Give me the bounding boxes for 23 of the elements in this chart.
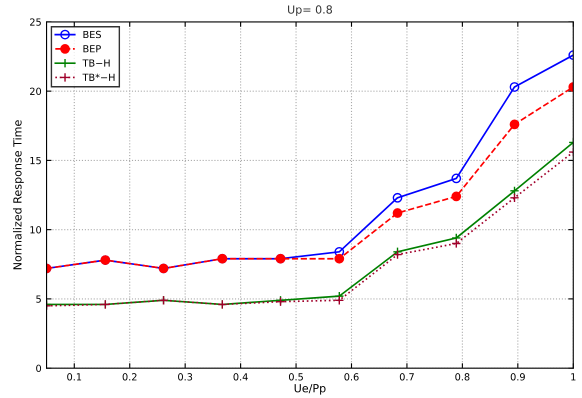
x-tick-label: 0.6: [344, 373, 359, 381]
x-tick-label: 0.8: [455, 373, 470, 381]
legend-label: TB−H: [82, 59, 110, 67]
y-tick-label: 10: [30, 226, 42, 234]
x-tick-label: 1: [571, 373, 576, 380]
y-tick-label: 5: [36, 296, 41, 303]
x-tick-label: 0.3: [178, 373, 192, 381]
x-tick-label: 0.5: [288, 373, 303, 381]
legend-label: TB*−H: [82, 74, 115, 81]
y-tick-label: 0: [36, 364, 42, 372]
y-tick-label: 15: [30, 157, 41, 164]
x-axis-title: Ue/Pp: [294, 384, 326, 395]
x-tick-label: 0.4: [234, 373, 248, 381]
x-tick-label: 0.2: [122, 373, 136, 381]
y-tick-label: 20: [30, 88, 42, 95]
legend-label: BES: [83, 30, 101, 38]
x-tick-label: 0.1: [67, 373, 82, 381]
y-tick-label: 25: [30, 18, 41, 26]
x-tick-label: 0.7: [400, 373, 414, 381]
y-axis-title: Normalized Response Time: [13, 120, 24, 270]
chart-title: Up= 0.8: [288, 5, 332, 16]
legend-label: BEP: [83, 45, 101, 52]
x-tick-label: 0.9: [510, 373, 525, 381]
